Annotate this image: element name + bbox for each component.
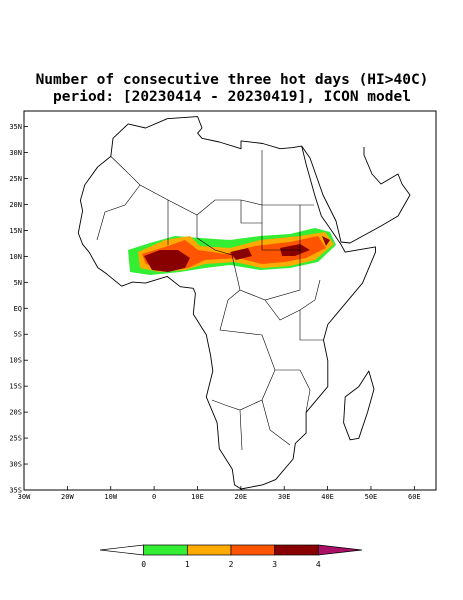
madagascar: [343, 370, 375, 441]
colorbar-label: 2: [229, 560, 234, 569]
lon-tick-label: 0: [152, 493, 156, 501]
lat-tick-label: 15N: [9, 227, 22, 235]
colorbar-label: 4: [316, 560, 321, 569]
lat-tick-label: 25S: [9, 435, 22, 443]
colorbar-label: 3: [272, 560, 277, 569]
lat-tick-label: 10S: [9, 357, 22, 365]
lon-tick-label: 10E: [191, 493, 204, 501]
colorbar-label: 0: [141, 560, 146, 569]
map: 30W 20W 10W 0 10E 20E 30E 40E 50E 60E 35N 30N 25N 20N…: [9, 110, 437, 501]
colorbar-over: [317, 544, 363, 556]
lat-tick-label: EQ: [14, 305, 22, 313]
colorbar-segment: [274, 544, 319, 556]
country-borders: [96, 150, 323, 451]
colorbar-label: 1: [185, 560, 190, 569]
lat-tick-label: 30N: [9, 149, 22, 157]
lat-tick-label: 25N: [9, 175, 22, 183]
lat-tick-label: 20S: [9, 409, 22, 417]
lat-tick-label: 15S: [9, 383, 22, 391]
hot-days-field: [128, 228, 336, 275]
colorbar: 0 1 2 3 4: [99, 544, 363, 569]
title-line-1: Number of consecutive three hot days (HI…: [36, 72, 429, 88]
colorbar-segment: [143, 544, 188, 556]
lat-tick-label: 10N: [9, 253, 22, 261]
lat-tick-label: 5S: [14, 331, 22, 339]
lon-tick-label: 10W: [104, 493, 117, 501]
lat-tick-label: 35N: [9, 123, 22, 131]
colorbar-segment: [230, 544, 276, 556]
title-line-2: period: [20230414 - 20230419], ICON mode…: [53, 89, 411, 105]
lon-tick-label: 40E: [321, 493, 334, 501]
lat-tick-label: 20N: [9, 201, 22, 209]
lon-tick-label: 20E: [235, 493, 248, 501]
lat-tick-label: 30S: [9, 461, 22, 469]
lon-tick-label: 30E: [278, 493, 291, 501]
map-frame: [23, 110, 437, 491]
colorbar-under: [99, 544, 145, 556]
colorbar-segment: [186, 544, 232, 556]
lon-tick-label: 60E: [408, 493, 421, 501]
africa-coastline: [77, 116, 376, 490]
lon-tick-label: 50E: [365, 493, 378, 501]
arabia-coastline: [301, 145, 411, 244]
lat-tick-label: 35S: [9, 487, 22, 495]
lat-tick-label: 5N: [14, 279, 22, 287]
lon-tick-label: 20W: [61, 493, 74, 501]
lon-tick-label: 30W: [18, 493, 31, 501]
